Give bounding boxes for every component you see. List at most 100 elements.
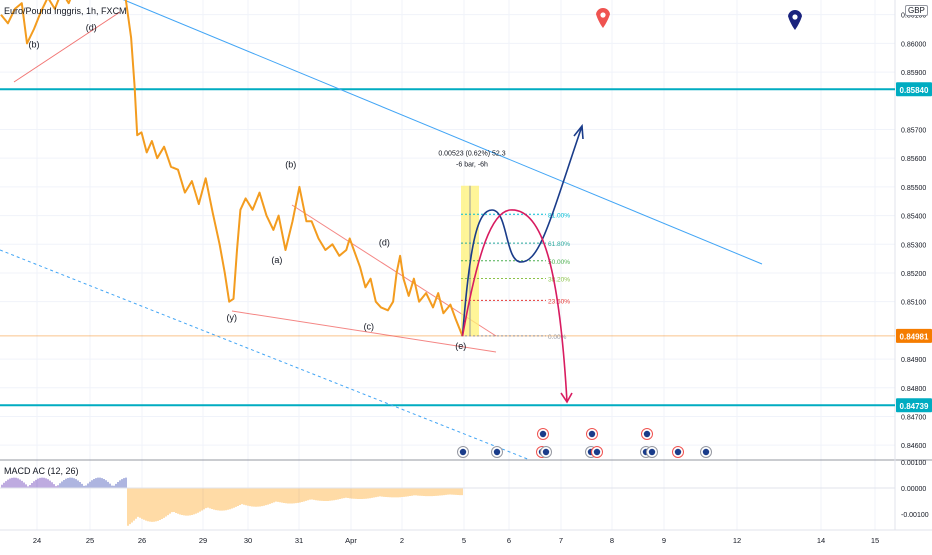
- symbol-title: Euro/Pound Inggris, 1h, FXCM: [4, 6, 127, 16]
- wave-label: (d): [379, 238, 390, 248]
- fib-level-label: 61.80%: [548, 241, 570, 248]
- oscillator-tick-label: -0.00100: [901, 512, 929, 519]
- economic-event-icon: [700, 446, 712, 458]
- time-axis: 24 25 26 29 30 31 Apr 2 5 6 7 8 9 12 14 15: [33, 536, 879, 545]
- level-price-label: 0.85840: [900, 86, 929, 95]
- time-tick-label: 31: [295, 536, 303, 545]
- time-tick-label: 25: [86, 536, 94, 545]
- economic-event-icon: [457, 446, 469, 458]
- level-price-label: 0.84739: [900, 402, 929, 411]
- event-flag-icon: [593, 448, 601, 456]
- price-tick-label: 0.84600: [901, 443, 926, 450]
- time-tick-label: 15: [871, 536, 879, 545]
- price-tick-label: 0.85400: [901, 214, 926, 221]
- oscillator-tick-label: 0.00100: [901, 460, 926, 467]
- fib-level-label: 50.00%: [548, 259, 570, 266]
- time-tick-label: 7: [559, 536, 563, 545]
- time-tick-label: 6: [507, 536, 511, 545]
- event-flag-icon: [588, 430, 596, 438]
- oscillator-title: MACD AC (12, 26): [4, 466, 79, 476]
- map-marker-blue-icon-dot: [792, 14, 798, 20]
- bullish-projection-arrowhead: [573, 123, 584, 140]
- price-tick-label: 0.85900: [901, 70, 926, 77]
- time-tick-label: 12: [733, 536, 741, 545]
- map-marker-red-icon: [596, 8, 610, 28]
- time-tick-label: 26: [138, 536, 146, 545]
- price-tick-label: 0.85300: [901, 242, 926, 249]
- event-flag-icon: [459, 448, 467, 456]
- wave-label: (e): [455, 341, 466, 351]
- level-price-label-box: [896, 82, 932, 97]
- currency-badge[interactable]: GBP: [905, 5, 928, 16]
- economic-events: [457, 8, 802, 458]
- price-tick-label: 0.84700: [901, 414, 926, 421]
- bearish-projection-arrowhead: [560, 392, 573, 404]
- event-flag-icon: [648, 448, 656, 456]
- price-series: [0, 0, 464, 337]
- time-tick-label: 29: [199, 536, 207, 545]
- price-line: [0, 0, 464, 337]
- economic-event-icon: [491, 446, 503, 458]
- wave-label: (c): [364, 322, 375, 332]
- level-price-label-box: [896, 328, 932, 343]
- triangle-lower-line: [231, 310, 497, 353]
- event-flag-icon: [539, 430, 547, 438]
- time-tick-label: 5: [462, 536, 466, 545]
- fib-level-label: 0.00%: [548, 334, 567, 341]
- projection-curves: [461, 123, 584, 404]
- price-tick-label: 0.84900: [901, 357, 926, 364]
- event-flag-icon: [643, 430, 651, 438]
- wave-label: (d): [86, 22, 97, 32]
- oscillator-tick-label: 0.00000: [901, 486, 926, 493]
- measure-label-line2: -6 bar, -6h: [456, 162, 488, 169]
- wave-label: (b): [285, 159, 296, 169]
- economic-event-icon: [591, 446, 603, 458]
- event-flag-icon: [702, 448, 710, 456]
- time-tick-label: Apr: [345, 536, 357, 545]
- bullish-projection-curve: [461, 125, 583, 337]
- horizontal-levels: 0.85840 0.84739 0.84981: [0, 82, 932, 413]
- event-flag-icon: [674, 448, 682, 456]
- price-tick-label: 0.85700: [901, 127, 926, 134]
- fib-level-label: 38.20%: [548, 276, 570, 283]
- bearish-projection-curve: [461, 209, 568, 403]
- wave-label: (a): [271, 255, 282, 265]
- level-price-label-box: [896, 398, 932, 413]
- fib-level-label: 23.60%: [548, 298, 570, 305]
- map-marker-blue-icon-shape: [788, 10, 802, 30]
- economic-event-icon: [672, 446, 684, 458]
- trendlines: [0, 0, 763, 461]
- map-marker-blue-icon: [788, 10, 802, 30]
- wave-label: (b): [28, 40, 39, 50]
- economic-event-icon: [646, 446, 658, 458]
- price-tick-label: 0.85100: [901, 300, 926, 307]
- descending-trendline: [122, 0, 763, 265]
- event-flag-icon: [542, 448, 550, 456]
- time-tick-label: 2: [400, 536, 404, 545]
- measure-label-line1: 0.00523 (0.62%) 52.3: [438, 151, 505, 158]
- price-axis: 0.001000.00000-0.001000.862000.861000.86…: [901, 13, 929, 519]
- time-tick-label: 8: [610, 536, 614, 545]
- map-marker-red-icon-shape: [596, 8, 610, 28]
- fib-level-label: 81.00%: [548, 212, 570, 219]
- event-flag-icon: [493, 448, 501, 456]
- wave-labels: (b) (d) (b) (a) (y) (d) (c) (e): [28, 22, 466, 351]
- time-tick-label: 14: [817, 536, 825, 545]
- fibonacci-retracement: 0.00523 (0.62%) 52.3 -6 bar, -6h 0.00% 23.6…: [438, 151, 570, 341]
- dashed-channel-line: [0, 249, 531, 461]
- price-tick-label: 0.85600: [901, 156, 926, 163]
- oscillator-pane: [0, 477, 895, 526]
- wave-label: (y): [227, 312, 238, 322]
- price-tick-label: 0.84800: [901, 386, 926, 393]
- map-marker-red-icon-dot: [600, 12, 606, 18]
- price-tick-label: 0.85500: [901, 185, 926, 192]
- time-tick-label: 24: [33, 536, 41, 545]
- price-tick-label: 0.86000: [901, 41, 926, 48]
- economic-event-icon: [540, 446, 552, 458]
- wave-trendline: [13, 11, 121, 83]
- time-tick-label: 30: [244, 536, 252, 545]
- price-tick-label: 0.85200: [901, 271, 926, 278]
- price-tick-label: 0.86100: [901, 13, 926, 20]
